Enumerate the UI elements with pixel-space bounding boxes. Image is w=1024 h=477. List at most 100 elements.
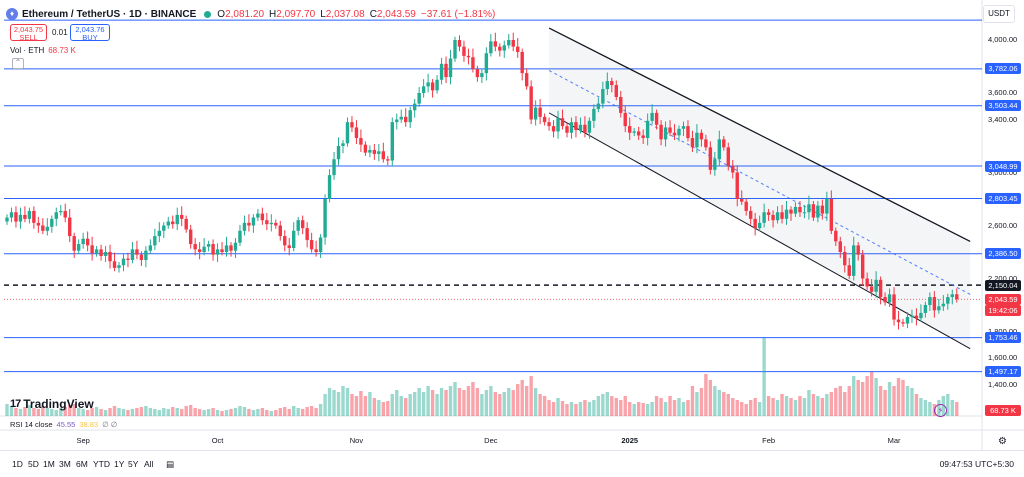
- tradingview-logo[interactable]: 17 TradingView: [10, 397, 94, 411]
- timeframe-1m[interactable]: 1M: [43, 459, 55, 469]
- candle-body: [704, 139, 708, 148]
- price-tick-label: 1,600.00: [988, 353, 1018, 362]
- candle: [766, 208, 771, 221]
- volume-bar: [256, 409, 260, 416]
- timeframe-1y[interactable]: 1Y: [114, 459, 125, 469]
- candle: [919, 304, 923, 322]
- candle-body: [59, 210, 63, 213]
- volume-bar: [332, 390, 336, 416]
- candle: [457, 35, 462, 52]
- timeframe-5d[interactable]: 5D: [28, 459, 39, 469]
- symbol-header[interactable]: ♦ Ethereum / TetherUS · 1D · BINANCE O2,…: [6, 6, 495, 22]
- price-channel: [548, 27, 971, 350]
- volume-legend[interactable]: Vol · ETH 68.73 K: [10, 46, 76, 55]
- sell-button[interactable]: 2,043.75 SELL: [10, 24, 47, 42]
- candle: [220, 242, 224, 256]
- volume-bar: [300, 409, 305, 416]
- timeframe-all[interactable]: All: [144, 459, 154, 469]
- candle-body: [260, 213, 265, 221]
- time-tick-label: Dec: [484, 436, 498, 445]
- volume-bar: [197, 409, 202, 416]
- candle-body: [825, 199, 829, 214]
- candle-body: [565, 126, 569, 133]
- candle-body: [480, 73, 484, 78]
- gear-icon[interactable]: ⚙: [998, 436, 1007, 447]
- candle-body: [856, 245, 860, 255]
- calendar-icon[interactable]: ▤: [166, 459, 175, 469]
- volume-bar: [825, 394, 829, 416]
- candle-body: [878, 279, 883, 298]
- volume-bar: [663, 402, 668, 416]
- volume-bar: [950, 400, 954, 416]
- price-change: −37.61 (−1.81%): [420, 8, 496, 20]
- volume-bar: [233, 408, 238, 416]
- candle-body: [359, 138, 363, 145]
- tradingview-logo-text: TradingView: [23, 397, 94, 411]
- candle-body: [547, 122, 551, 127]
- volume-bar: [677, 398, 681, 416]
- volume-axis-label: 68.73 K: [985, 405, 1021, 416]
- symbol-title[interactable]: Ethereum / TetherUS · 1D · BINANCE: [22, 8, 197, 20]
- timeframe-6m[interactable]: 6M: [76, 459, 88, 469]
- volume-bar: [85, 410, 90, 416]
- rsi-legend[interactable]: RSI 14 close 45.55 38.83 ∅ ∅: [10, 420, 117, 429]
- candle-body: [112, 261, 117, 268]
- collapse-legend-icon[interactable]: ⌃: [12, 58, 24, 69]
- volume-bar: [565, 404, 569, 416]
- candle-body: [381, 151, 386, 160]
- volume-bar: [860, 382, 865, 416]
- candle-body: [645, 120, 650, 139]
- volume-bar: [726, 394, 730, 416]
- buy-button[interactable]: 2,043.76 BUY: [70, 24, 110, 42]
- candle: [336, 137, 341, 166]
- volume-bar: [188, 405, 193, 416]
- candle: [112, 252, 117, 272]
- candle: [309, 232, 314, 253]
- candle-body: [507, 40, 511, 46]
- candle: [157, 222, 162, 243]
- candle-body: [807, 204, 811, 213]
- volume-bar: [489, 386, 493, 416]
- volume-bar: [5, 404, 9, 416]
- candle: [681, 121, 686, 137]
- volume-bar: [139, 407, 144, 416]
- candle: [300, 215, 305, 235]
- timeframe-1d[interactable]: 1D: [12, 459, 23, 469]
- volume-bar: [112, 406, 117, 416]
- volume-bar: [681, 402, 686, 416]
- bolt-icon[interactable]: ⚡: [934, 404, 947, 417]
- volume-bar: [224, 410, 229, 416]
- volume-bar: [130, 409, 135, 416]
- candle-body: [108, 252, 112, 262]
- volume-bar: [632, 404, 636, 416]
- volume-bar: [90, 408, 94, 416]
- candle-body: [63, 210, 67, 218]
- price-tick-label: 2,600.00: [988, 220, 1018, 230]
- volume-bar: [852, 376, 856, 416]
- candle: [798, 200, 802, 217]
- timeframe-5y[interactable]: 5Y: [128, 459, 139, 469]
- volume-bar: [18, 409, 23, 416]
- currency-selector[interactable]: USDT: [983, 5, 1015, 23]
- timeframe-ytd[interactable]: YTD: [93, 459, 110, 469]
- candle-body: [332, 159, 336, 176]
- volume-bar: [41, 406, 45, 416]
- candle-body: [448, 58, 453, 78]
- candle-body: [592, 108, 596, 121]
- candle-body: [390, 122, 394, 161]
- volume-bar: [869, 372, 874, 416]
- buy-label: BUY: [82, 33, 98, 42]
- candle: [878, 276, 883, 305]
- candle-body: [148, 245, 153, 251]
- timeframe-3m[interactable]: 3M: [59, 459, 71, 469]
- timeframe-bar: 1D 5D 1M 3M 6M YTD 1Y 5Y All ▤ 09:47:53 UTC+5:30: [0, 450, 1024, 477]
- clock-time[interactable]: 09:47:53 UTC+5:30: [939, 459, 1014, 469]
- volume-bar: [923, 400, 928, 416]
- candle-body: [601, 89, 605, 104]
- candle-body: [117, 265, 121, 268]
- candle-body: [883, 297, 887, 303]
- candle-body: [502, 45, 506, 51]
- candle-body: [650, 112, 654, 121]
- volume-bar: [654, 396, 659, 416]
